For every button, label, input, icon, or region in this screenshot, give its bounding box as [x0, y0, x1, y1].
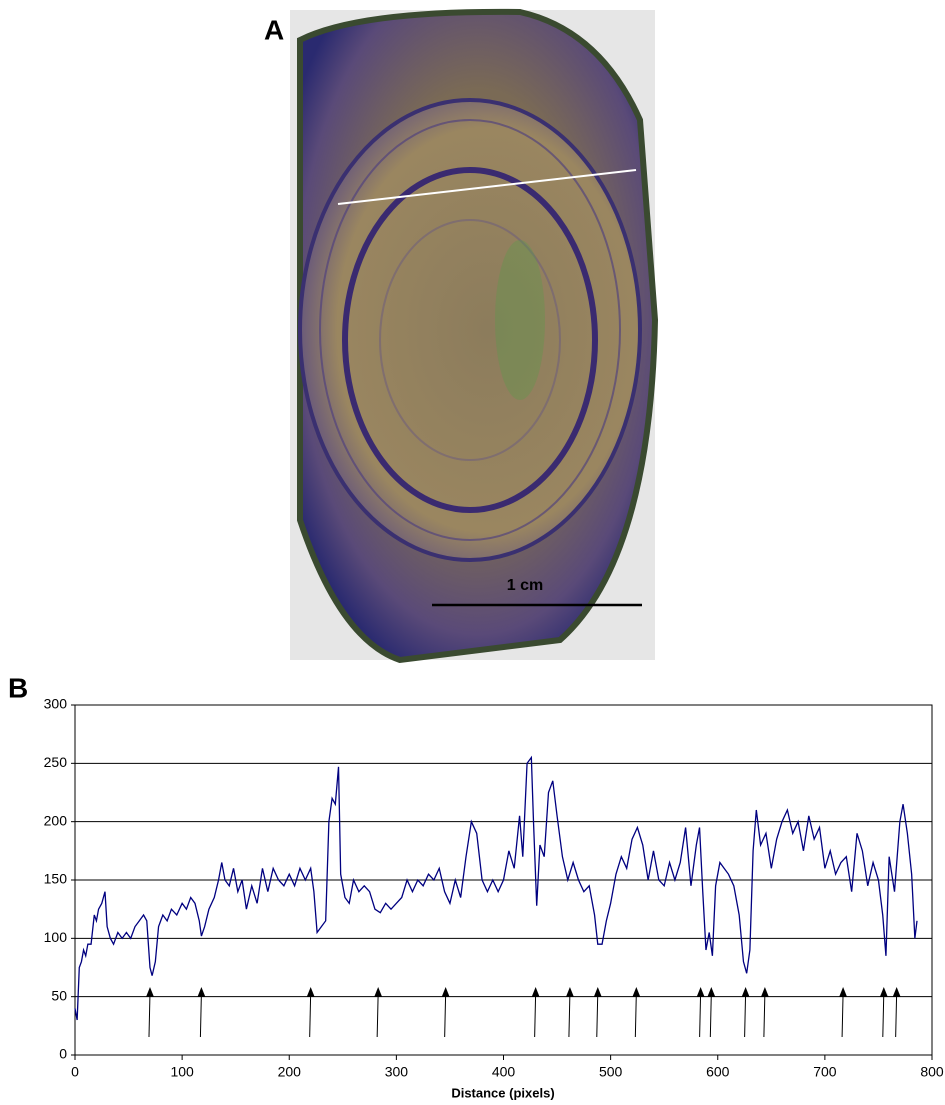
y-tick-label: 150 — [44, 871, 68, 887]
arrow-head — [760, 987, 769, 997]
arrow-head — [531, 987, 540, 997]
arrow-shaft — [309, 992, 312, 1038]
arrow-shaft — [841, 992, 844, 1038]
y-tick-label: 200 — [44, 812, 68, 828]
arrow-head — [741, 987, 750, 997]
x-tick-label: 600 — [706, 1064, 730, 1080]
arrow-shaft — [596, 992, 599, 1038]
arrow-head — [441, 987, 450, 997]
arrow-head — [565, 987, 574, 997]
arrow-shaft — [148, 992, 151, 1038]
y-tick-label: 50 — [51, 987, 67, 1003]
arrow-head — [839, 987, 848, 997]
x-tick-label: 400 — [492, 1064, 516, 1080]
x-tick-label: 500 — [599, 1064, 623, 1080]
arrow-head — [892, 987, 901, 997]
y-tick-label: 100 — [44, 929, 68, 945]
arrow-head — [632, 987, 641, 997]
arrow-head — [145, 987, 154, 997]
arrow-shaft — [882, 992, 885, 1038]
arrow-head — [593, 987, 602, 997]
arrow-head — [197, 987, 206, 997]
arrow-shaft — [709, 992, 712, 1038]
arrow-shaft — [763, 992, 766, 1038]
arrow-head — [306, 987, 315, 997]
x-axis-label: Distance (pixels) — [451, 1085, 554, 1100]
arrow-head — [374, 987, 383, 997]
arrow-head — [879, 987, 888, 997]
y-tick-label: 0 — [59, 1046, 67, 1062]
panel-label: A — [264, 14, 284, 45]
scale-label: 1 cm — [507, 577, 543, 594]
arrow-shaft — [199, 992, 202, 1038]
x-tick-label: 100 — [170, 1064, 194, 1080]
data-line — [74, 755, 918, 1021]
x-tick-label: 800 — [920, 1064, 944, 1080]
arrow-shaft — [699, 992, 702, 1038]
x-tick-label: 0 — [71, 1064, 79, 1080]
x-tick-label: 700 — [813, 1064, 837, 1080]
x-tick-label: 200 — [278, 1064, 302, 1080]
panel-label: B — [8, 672, 28, 703]
arrow-shaft — [895, 992, 898, 1038]
arrow-shaft — [534, 992, 537, 1038]
y-tick-label: 300 — [44, 696, 68, 712]
arrow-shaft — [376, 992, 379, 1038]
arrow-head — [696, 987, 705, 997]
arrow-shaft — [568, 992, 571, 1038]
x-tick-label: 300 — [385, 1064, 409, 1080]
arrow-shaft — [634, 992, 637, 1038]
arrow-head — [707, 987, 716, 997]
arrow-shaft — [744, 992, 747, 1038]
photo: 1 cm — [290, 8, 659, 664]
y-tick-label: 250 — [44, 754, 68, 770]
arrow-shaft — [444, 992, 447, 1038]
